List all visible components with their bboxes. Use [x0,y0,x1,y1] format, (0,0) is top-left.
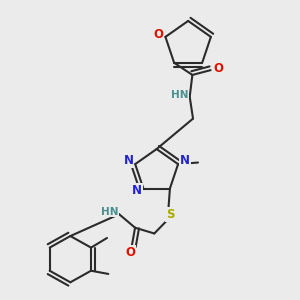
Text: O: O [213,62,223,75]
Text: S: S [166,208,174,221]
Text: O: O [125,246,135,259]
Text: N: N [180,154,190,167]
Text: O: O [153,28,163,41]
Text: HN: HN [171,91,188,100]
Text: N: N [132,184,142,196]
Text: HN: HN [101,207,118,217]
Text: N: N [124,154,134,167]
